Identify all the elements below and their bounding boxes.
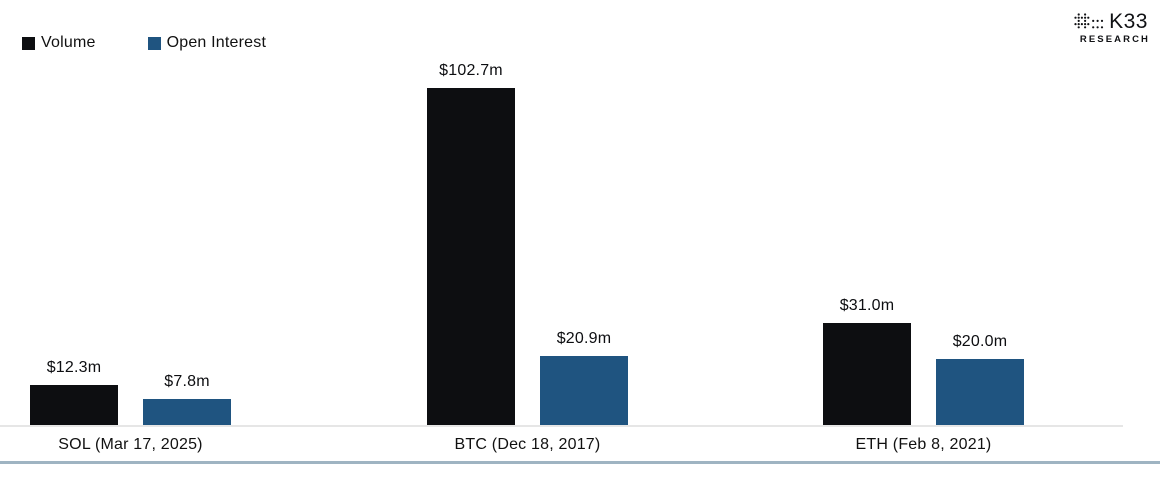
x-axis-baseline bbox=[0, 425, 1123, 427]
legend-label-volume: Volume bbox=[41, 34, 96, 51]
open-interest-swatch-icon bbox=[147, 36, 161, 50]
bar-volume-eth bbox=[823, 323, 911, 425]
legend-label-open-interest: Open Interest bbox=[166, 34, 267, 51]
legend: Volume Open Interest bbox=[22, 34, 266, 52]
bar-value-label-open-interest-eth: $20.0m bbox=[952, 333, 1008, 351]
bar-value-label-open-interest-btc: $20.9m bbox=[556, 330, 612, 348]
k33-dots-icon bbox=[1074, 13, 1104, 29]
bar-value-label-volume-btc: $102.7m bbox=[439, 62, 503, 79]
k33-research-text: RESEARCH bbox=[1079, 34, 1150, 45]
bar-volume-btc bbox=[427, 88, 515, 425]
bar-value-label-open-interest-sol: $7.8m bbox=[164, 373, 210, 391]
legend-item-volume: Volume bbox=[22, 34, 96, 52]
bar-value-label-volume-eth: $31.0m bbox=[839, 297, 895, 315]
category-label-eth: ETH (Feb 8, 2021) bbox=[855, 436, 992, 453]
legend-item-open-interest: Open Interest bbox=[147, 34, 267, 52]
k33-logo-text: K33 bbox=[1109, 10, 1148, 33]
category-label-btc: BTC (Dec 18, 2017) bbox=[454, 436, 601, 453]
bar-volume-sol bbox=[30, 384, 118, 425]
k33-research-logo: K33 RESEARCH bbox=[1074, 11, 1148, 45]
bottom-rule bbox=[0, 461, 1160, 464]
bar-value-label-volume-sol: $12.3m bbox=[46, 358, 102, 376]
k33-logo-row: K33 bbox=[1074, 11, 1148, 32]
bar-open-interest-sol bbox=[143, 399, 231, 425]
category-label-sol: SOL (Mar 17, 2025) bbox=[58, 436, 203, 453]
bar-open-interest-eth bbox=[936, 359, 1024, 425]
volume-swatch-icon bbox=[22, 36, 35, 50]
bar-open-interest-btc bbox=[540, 356, 628, 425]
